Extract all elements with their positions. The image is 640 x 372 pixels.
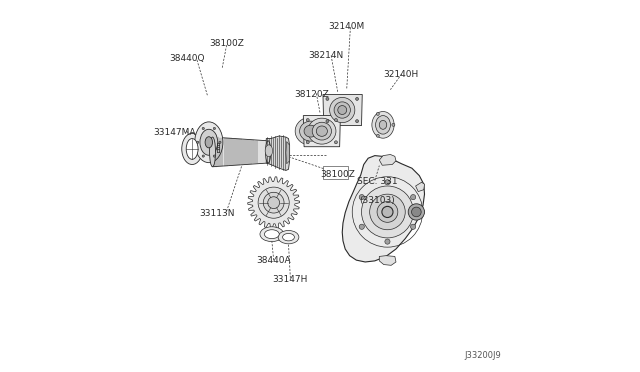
Circle shape bbox=[362, 186, 413, 238]
Ellipse shape bbox=[316, 126, 328, 137]
Circle shape bbox=[213, 155, 216, 157]
Ellipse shape bbox=[260, 227, 284, 241]
Circle shape bbox=[307, 141, 309, 144]
Text: 38440A: 38440A bbox=[257, 256, 291, 265]
Circle shape bbox=[326, 97, 329, 100]
Circle shape bbox=[335, 119, 337, 122]
Circle shape bbox=[202, 127, 204, 129]
Circle shape bbox=[213, 127, 216, 129]
Ellipse shape bbox=[263, 192, 284, 213]
Text: J33200J9: J33200J9 bbox=[465, 351, 502, 360]
Polygon shape bbox=[380, 256, 396, 265]
Circle shape bbox=[219, 141, 221, 143]
Circle shape bbox=[410, 224, 416, 230]
Ellipse shape bbox=[209, 137, 216, 167]
Polygon shape bbox=[323, 94, 362, 126]
Ellipse shape bbox=[308, 118, 336, 144]
Circle shape bbox=[202, 155, 204, 157]
Text: 38440Q: 38440Q bbox=[169, 54, 204, 62]
Ellipse shape bbox=[195, 122, 223, 163]
Circle shape bbox=[196, 141, 199, 143]
Ellipse shape bbox=[186, 138, 198, 159]
Text: 38100Z: 38100Z bbox=[209, 39, 244, 48]
Ellipse shape bbox=[258, 187, 289, 218]
Ellipse shape bbox=[278, 231, 299, 244]
Circle shape bbox=[376, 112, 380, 115]
Ellipse shape bbox=[380, 121, 387, 129]
Text: 38100Z: 38100Z bbox=[321, 170, 355, 179]
Ellipse shape bbox=[268, 197, 280, 209]
Polygon shape bbox=[266, 136, 290, 170]
Text: 38214N: 38214N bbox=[308, 51, 343, 60]
Ellipse shape bbox=[376, 116, 390, 134]
Ellipse shape bbox=[312, 122, 332, 140]
Ellipse shape bbox=[300, 121, 322, 141]
Circle shape bbox=[356, 120, 358, 123]
Circle shape bbox=[382, 206, 393, 218]
Ellipse shape bbox=[330, 97, 355, 123]
Ellipse shape bbox=[265, 145, 273, 157]
Circle shape bbox=[335, 141, 337, 144]
Ellipse shape bbox=[266, 141, 271, 163]
Polygon shape bbox=[212, 137, 268, 167]
Circle shape bbox=[326, 120, 329, 123]
Circle shape bbox=[356, 97, 358, 100]
Circle shape bbox=[370, 194, 405, 230]
Circle shape bbox=[307, 119, 309, 122]
Ellipse shape bbox=[264, 230, 279, 238]
Text: (33103): (33103) bbox=[360, 196, 396, 205]
Ellipse shape bbox=[372, 112, 394, 138]
Text: 38120Z: 38120Z bbox=[294, 90, 329, 99]
Ellipse shape bbox=[334, 102, 350, 118]
Ellipse shape bbox=[338, 106, 347, 115]
Polygon shape bbox=[303, 116, 340, 147]
Circle shape bbox=[376, 134, 380, 137]
Text: 33147H: 33147H bbox=[272, 275, 307, 284]
Ellipse shape bbox=[205, 137, 212, 148]
Ellipse shape bbox=[295, 117, 326, 145]
Circle shape bbox=[359, 224, 364, 230]
Circle shape bbox=[385, 180, 390, 185]
Circle shape bbox=[408, 204, 424, 220]
Circle shape bbox=[412, 207, 421, 217]
Circle shape bbox=[377, 202, 398, 222]
Polygon shape bbox=[415, 182, 424, 192]
Circle shape bbox=[359, 195, 364, 200]
Ellipse shape bbox=[182, 134, 202, 164]
Text: 33113N: 33113N bbox=[199, 209, 235, 218]
Ellipse shape bbox=[200, 129, 218, 155]
Ellipse shape bbox=[304, 125, 317, 137]
Text: 32140H: 32140H bbox=[383, 70, 419, 78]
Circle shape bbox=[392, 124, 395, 126]
Polygon shape bbox=[342, 155, 424, 262]
Ellipse shape bbox=[283, 234, 294, 241]
Circle shape bbox=[410, 195, 416, 200]
Polygon shape bbox=[248, 177, 300, 228]
Text: SEC. 331: SEC. 331 bbox=[357, 177, 397, 186]
Text: 33147MA: 33147MA bbox=[154, 128, 196, 137]
Circle shape bbox=[385, 239, 390, 244]
Polygon shape bbox=[323, 166, 348, 179]
Text: 32140M: 32140M bbox=[328, 22, 365, 31]
Polygon shape bbox=[380, 154, 396, 165]
Polygon shape bbox=[286, 141, 290, 164]
